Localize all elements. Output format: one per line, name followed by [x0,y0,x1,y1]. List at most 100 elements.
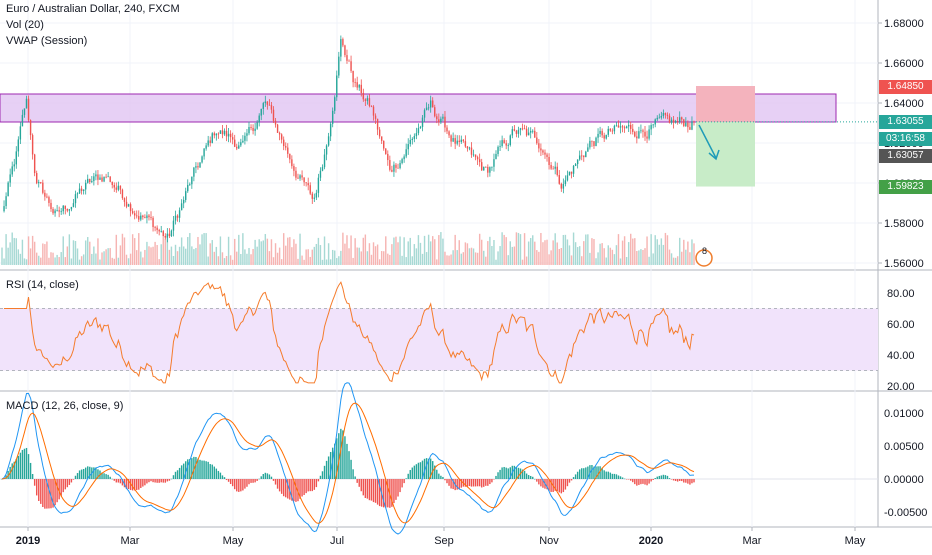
macd-histogram-bar [162,479,164,483]
volume-bar [264,234,267,265]
candle-body [207,140,209,146]
macd-histogram-bar [209,464,211,479]
candle-body [285,146,287,148]
macd-pane [0,382,878,535]
macd-histogram-bar [329,451,332,479]
macd-histogram-bar [566,479,569,487]
candle-body [189,184,191,186]
projection-arrow [698,124,717,159]
candle-body [50,202,52,210]
volume-bar [556,242,558,265]
volume-bar [654,235,656,265]
candle-body [13,164,15,167]
candle-body [366,98,369,101]
volume-bar [101,252,103,265]
candle-body [323,154,326,168]
candle-body [503,140,505,144]
volume-bar [99,259,101,265]
candle-body [342,39,344,46]
macd-histogram-bar [399,479,401,493]
macd-histogram-bar [487,479,489,486]
candle-body [495,154,497,160]
candle-body [301,175,303,178]
volume-bar [219,236,222,265]
volume-legend[interactable]: Vol (20) [6,19,44,31]
macd-histogram-bar [78,470,81,479]
volume-bar [646,236,648,265]
macd-histogram-bar [146,479,148,484]
candle-body [470,147,473,155]
vwap-legend[interactable]: VWAP (Session) [6,35,88,47]
macd-histogram-bar [323,465,326,479]
volume-bar [274,243,277,265]
macd-histogram-bar [495,475,497,479]
candle-body [103,176,105,182]
candle-body [252,127,254,131]
volume-bar [364,234,367,265]
candle-body [23,108,26,115]
candle-body [136,215,138,217]
volume-bar [464,242,467,265]
volume-bar [344,243,346,265]
macd-histogram-bar [595,466,597,479]
macd-histogram-bar [570,479,573,481]
alert-bubble[interactable]: 8 [695,246,713,267]
candle-body [640,130,642,132]
stop-zone[interactable] [696,86,755,122]
volume-bar [625,256,628,265]
candle-body [35,173,38,184]
macd-histogram-bar [11,463,13,479]
candle-body [613,125,616,132]
short-position-tool[interactable] [696,86,878,187]
macd-histogram-bar [660,475,663,479]
volume-bar [342,232,344,265]
volume-bar [84,240,87,265]
macd-histogram-bar [95,467,97,479]
volume-bar [313,246,316,265]
candle-body [542,150,544,153]
candle-body [313,197,316,199]
candle-body [170,230,173,237]
macd-histogram-bar [411,467,414,479]
candle-body [329,123,332,137]
candle-body [101,177,103,182]
macd-histogram-bar [434,465,436,479]
volume-bar [578,246,581,265]
volume-bar [197,236,199,265]
volume-bar [168,249,171,265]
macd-histogram-bar [619,476,622,479]
candle-body [246,133,248,136]
candle-body [162,231,164,236]
volume-bar [601,243,603,265]
candle-body [678,117,681,122]
macd-histogram-bar [46,479,48,509]
candle-body [630,124,632,129]
macd-histogram-bar [23,448,26,479]
macd-tick-label: 0.01000 [884,408,924,420]
candle-body [438,119,440,123]
volume-bar [144,249,146,265]
volume-bar [493,239,495,265]
volume-bar [348,248,350,265]
macd-legend[interactable]: MACD (12, 26, close, 9) [6,400,124,412]
macd-histogram-bar [48,479,50,509]
rsi-tick-label: 60.00 [887,319,915,331]
macd-histogram-bar [564,479,567,490]
volume-bar [476,252,479,265]
candle-body [203,148,205,157]
volume-bar [238,234,240,265]
rsi-legend[interactable]: RSI (14, close) [6,279,79,291]
candle-body [358,84,360,88]
candle-body [52,209,54,214]
candle-body [497,146,499,155]
volume-bar [3,258,5,265]
volume-bar [458,240,460,265]
candle-body [527,132,530,136]
macd-histogram-bar [1,479,3,480]
volume-bar [150,247,152,265]
candle-body [215,133,218,136]
target-zone[interactable] [696,121,755,187]
candle-body [107,176,109,178]
symbol-legend[interactable]: Euro / Australian Dollar, 240, FXCM [6,3,180,15]
